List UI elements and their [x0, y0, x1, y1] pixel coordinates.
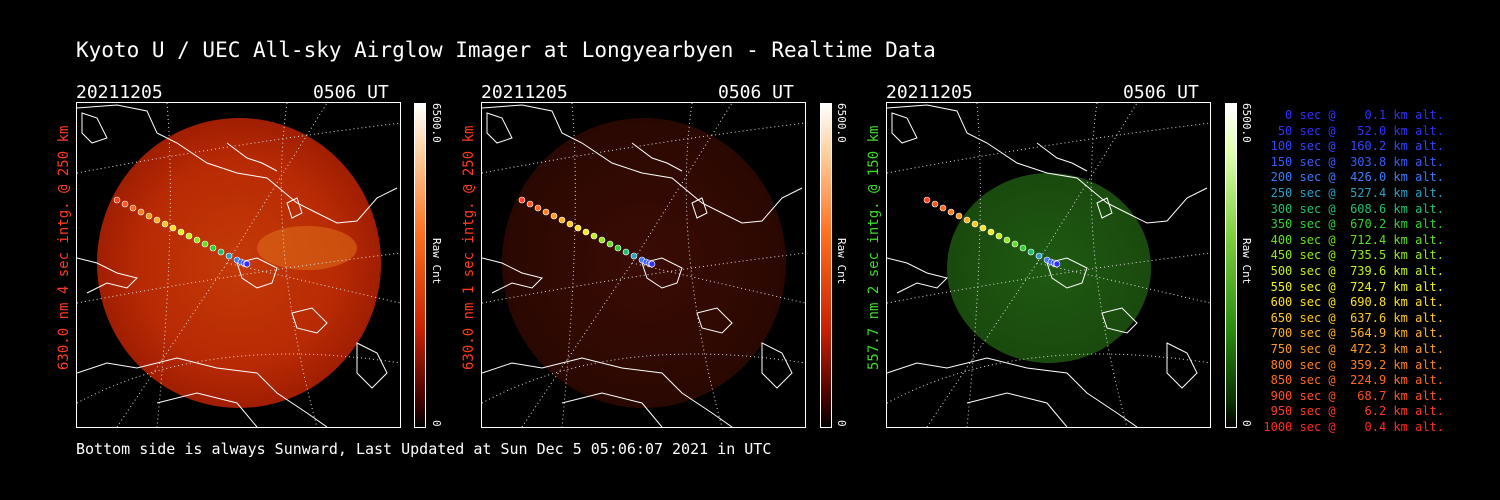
panel-2-date: 20211205	[481, 82, 568, 103]
page-title: Kyoto U / UEC All-sky Airglow Imager at …	[76, 38, 936, 62]
panel-2-ylabel: 630.0 nm 1 sec intg. @ 250 km	[461, 125, 477, 370]
panel-1-colorbar-label: Raw Cnt	[430, 238, 443, 285]
legend-row: 150 sec @ 303.8 km alt.	[1263, 154, 1444, 169]
footer-status: Bottom side is always Sunward, Last Upda…	[76, 440, 772, 458]
panel-3-image	[886, 102, 1211, 428]
panel-1-colorbar-min: 0	[430, 420, 443, 427]
panel-3-colorbar-min: 0	[1240, 420, 1253, 427]
legend-row: 850 sec @ 224.9 km alt.	[1263, 373, 1444, 388]
legend-row: 750 sec @ 472.3 km alt.	[1263, 341, 1444, 356]
panel-3-time: 0506 UT	[1123, 82, 1199, 103]
panel-3-date: 20211205	[886, 82, 973, 103]
legend-row: 800 sec @ 359.2 km alt.	[1263, 357, 1444, 372]
panel-1-date: 20211205	[76, 82, 163, 103]
legend-row: 500 sec @ 739.6 km alt.	[1263, 263, 1444, 278]
legend-row: 200 sec @ 426.0 km alt.	[1263, 170, 1444, 185]
panel-1-colorbar	[414, 103, 426, 428]
panel-1-image	[76, 102, 401, 428]
panel-1-time: 0506 UT	[313, 82, 389, 103]
legend-row: 0 sec @ 0.1 km alt.	[1263, 108, 1444, 122]
panel-3-allsky-map	[887, 103, 1210, 427]
legend-row: 650 sec @ 637.6 km alt.	[1263, 310, 1444, 325]
panel-1-ylabel: 630.0 nm 4 sec intg. @ 250 km	[56, 125, 72, 370]
legend-row: 600 sec @ 690.8 km alt.	[1263, 295, 1444, 310]
panel-2-colorbar-max: 6500.0	[835, 103, 848, 143]
panel-1-colorbar-max: 6500.0	[430, 103, 443, 143]
panel-2-time: 0506 UT	[718, 82, 794, 103]
time-altitude-legend: 0 sec @ 0.1 km alt. 50 sec @ 52.0 km alt…	[1262, 108, 1444, 435]
panel-2-colorbar-min: 0	[835, 420, 848, 427]
legend-row: 450 sec @ 735.5 km alt.	[1263, 248, 1444, 263]
legend-row: 50 sec @ 52.0 km alt.	[1263, 123, 1444, 138]
panel-2-colorbar	[820, 103, 832, 428]
legend-row: 900 sec @ 68.7 km alt.	[1263, 388, 1444, 403]
legend-row: 550 sec @ 724.7 km alt.	[1263, 279, 1444, 294]
panel-2-image	[481, 102, 806, 428]
legend-row: 950 sec @ 6.2 km alt.	[1263, 404, 1444, 419]
panel-3-colorbar	[1225, 103, 1237, 428]
panel-2-allsky-map	[482, 103, 805, 427]
legend-row: 700 sec @ 564.9 km alt.	[1263, 326, 1444, 341]
panel-3-colorbar-max: 6500.0	[1240, 103, 1253, 143]
panel-3-colorbar-label: Raw Cnt	[1240, 238, 1253, 285]
legend-row: 300 sec @ 608.6 km alt.	[1263, 201, 1444, 216]
panel-3-ylabel: 557.7 nm 2 sec intg. @ 150 km	[866, 125, 882, 370]
legend-row: 100 sec @ 160.2 km alt.	[1263, 139, 1444, 154]
legend-row: 1000 sec @ 0.4 km alt.	[1263, 419, 1444, 434]
legend-row: 250 sec @ 527.4 km alt.	[1263, 185, 1444, 200]
legend-row: 400 sec @ 712.4 km alt.	[1263, 232, 1444, 247]
legend-row: 350 sec @ 670.2 km alt.	[1263, 217, 1444, 232]
panel-2-colorbar-label: Raw Cnt	[835, 238, 848, 285]
panel-1-allsky-map	[77, 103, 400, 427]
